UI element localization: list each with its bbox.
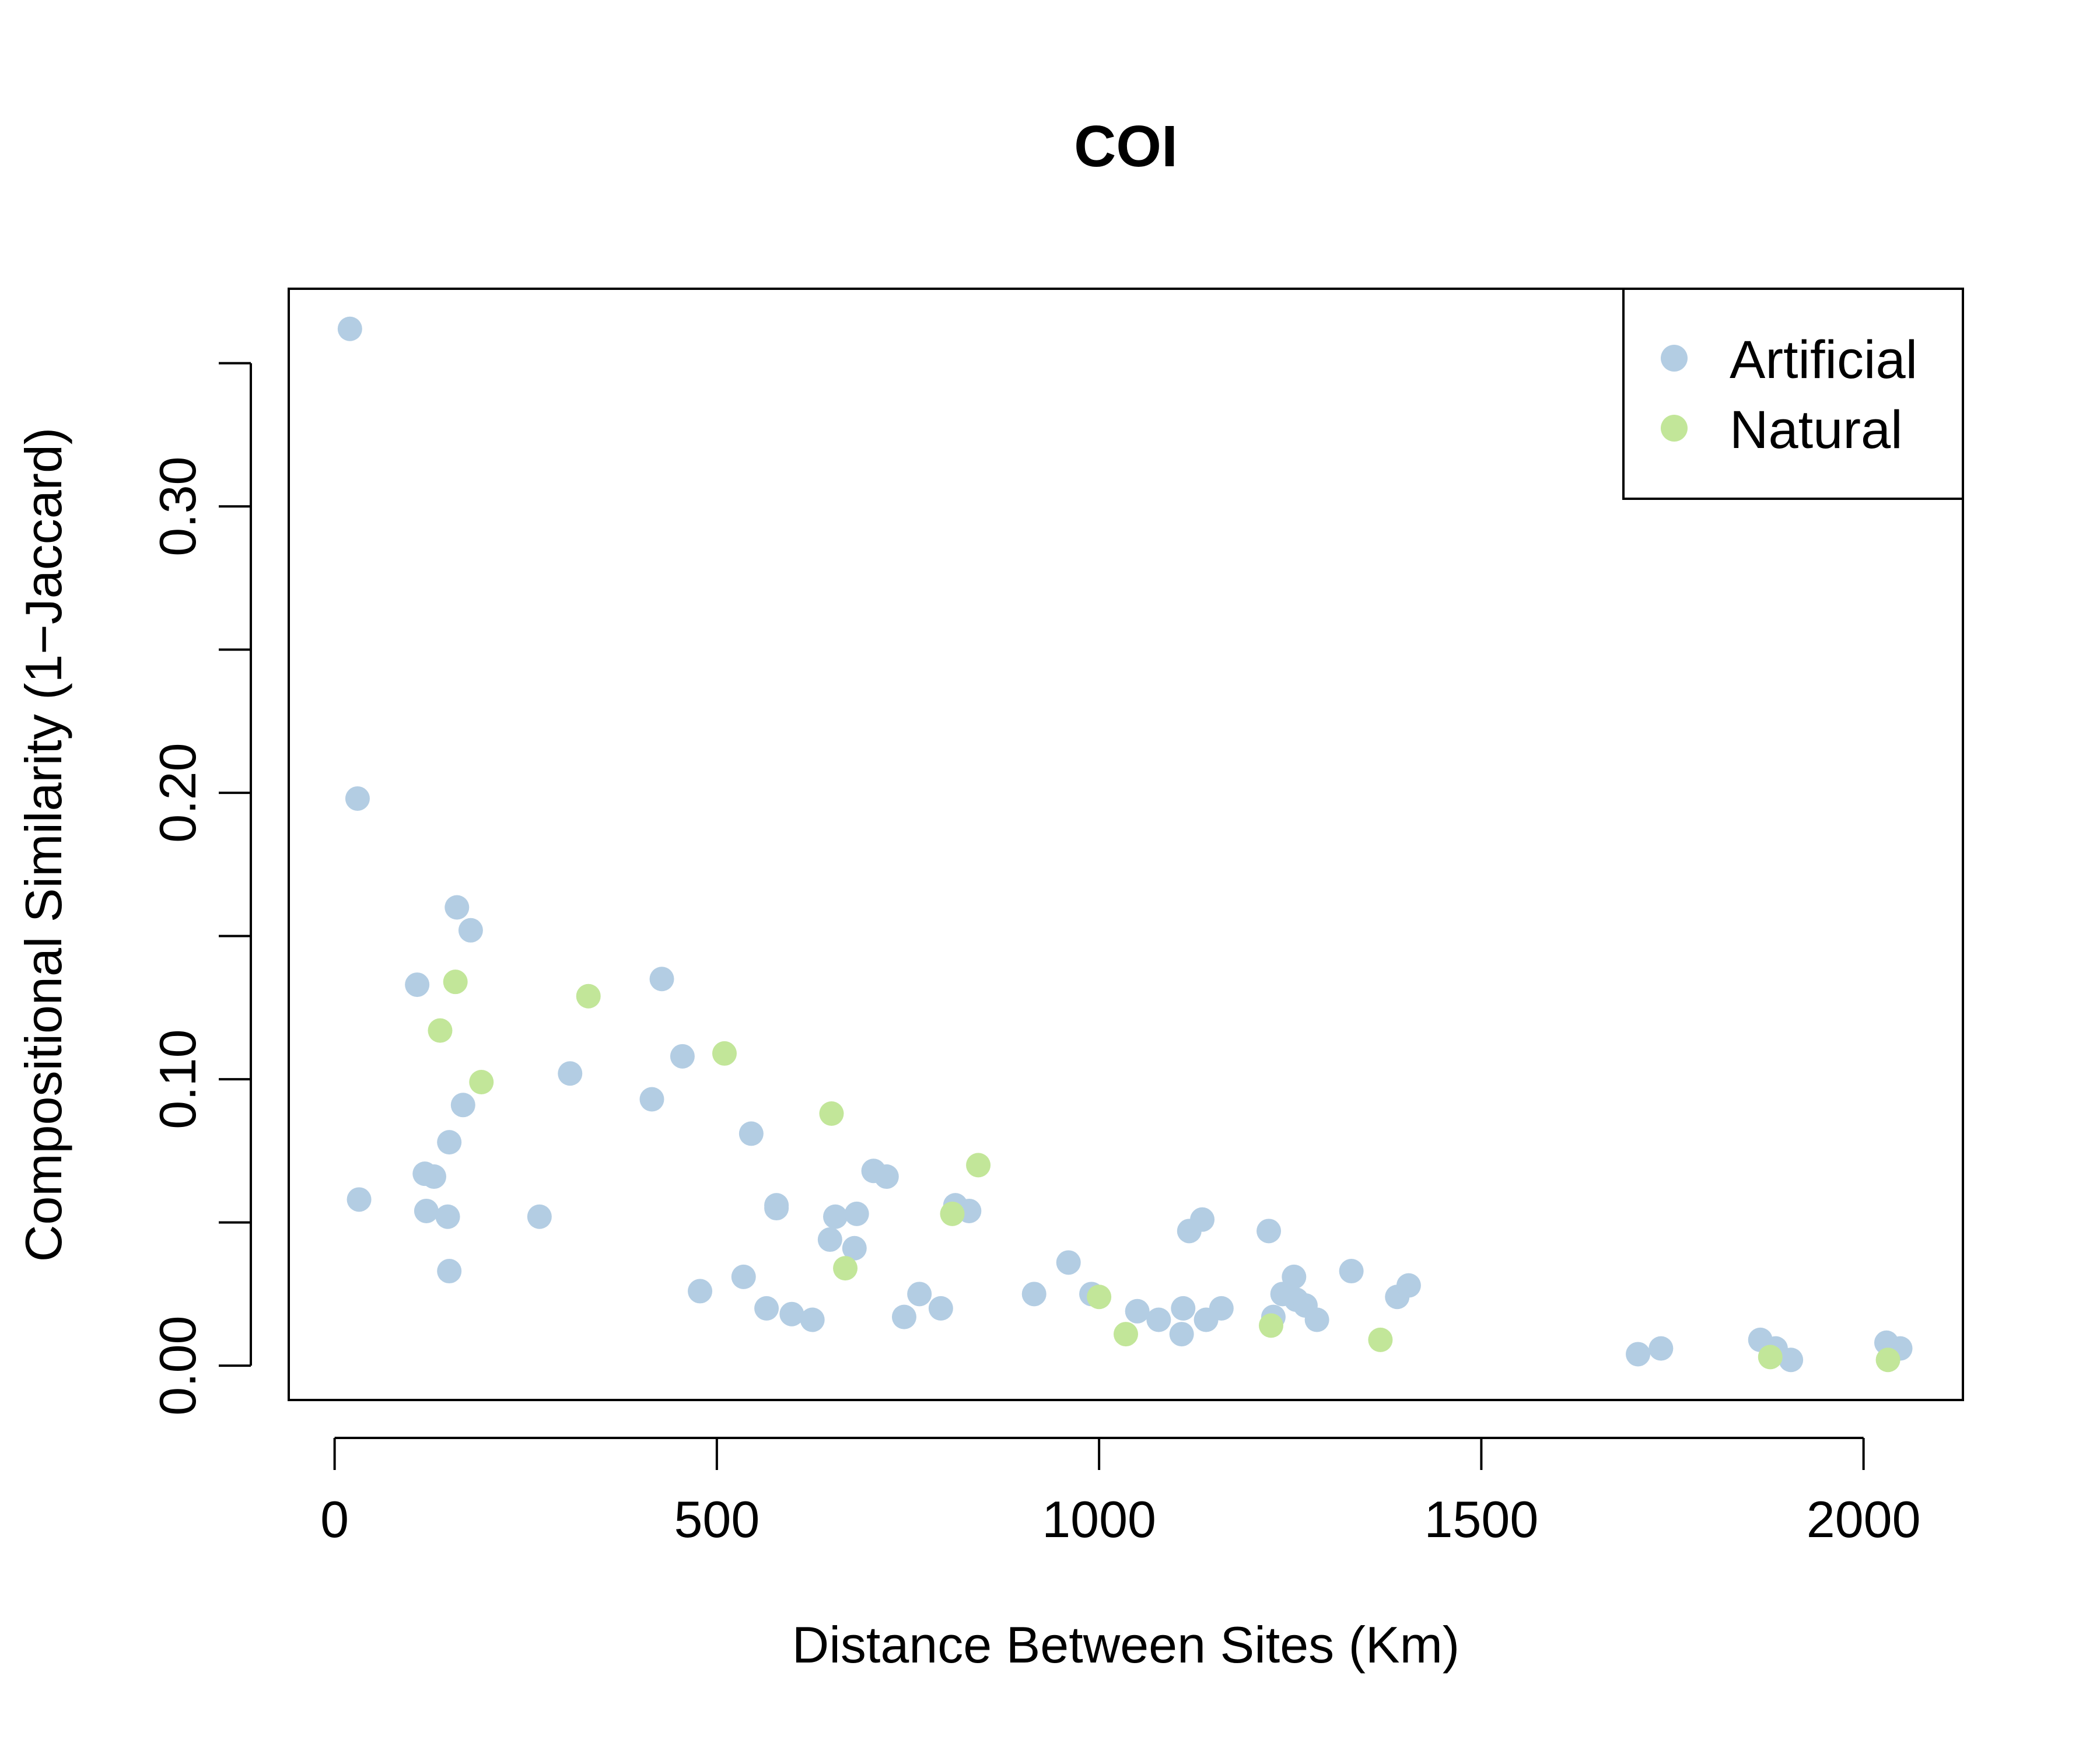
data-point-natural <box>940 1201 965 1226</box>
legend: Artificial Natural <box>1622 288 1964 500</box>
data-point-artificial <box>1169 1322 1194 1347</box>
data-point-artificial <box>1209 1296 1234 1321</box>
data-point-artificial <box>823 1204 848 1229</box>
data-point-artificial <box>738 1121 764 1146</box>
data-point-artificial <box>405 972 430 998</box>
data-point-artificial <box>639 1087 664 1112</box>
data-point-artificial <box>779 1301 804 1326</box>
data-point-artificial <box>1626 1342 1651 1367</box>
x-tick-label: 500 <box>674 1490 760 1548</box>
data-points <box>337 316 1913 1373</box>
data-point-artificial <box>558 1061 583 1086</box>
data-point-artificial <box>1256 1219 1282 1244</box>
y-axis: 0.00 0.10 0.20 0.30 <box>149 362 252 1416</box>
data-point-artificial <box>844 1201 869 1226</box>
data-point-natural <box>833 1256 858 1281</box>
y-tick-label: 0.30 <box>149 457 206 556</box>
data-point-natural <box>443 970 468 995</box>
data-point-artificial <box>649 967 674 992</box>
data-point-artificial <box>1190 1207 1215 1232</box>
data-point-natural <box>966 1153 991 1178</box>
data-point-artificial <box>1396 1273 1421 1298</box>
data-point-natural <box>1087 1284 1112 1310</box>
data-point-artificial <box>670 1044 695 1069</box>
data-point-artificial <box>874 1164 899 1189</box>
data-point-artificial <box>754 1296 779 1321</box>
y-tick-label: 0.00 <box>149 1315 206 1415</box>
data-point-natural <box>576 984 601 1009</box>
data-point-artificial <box>928 1296 953 1321</box>
data-point-artificial <box>450 1093 475 1118</box>
data-point-artificial <box>891 1304 916 1329</box>
data-point-artificial <box>421 1164 446 1189</box>
legend-box <box>1622 288 1964 500</box>
legend-marker-artificial <box>1661 345 1688 372</box>
data-point-natural <box>1114 1322 1138 1347</box>
x-axis: 0 500 1000 1500 2000 <box>320 1437 1921 1548</box>
data-point-artificial <box>1021 1282 1046 1307</box>
data-point-artificial <box>458 918 483 943</box>
x-tick-label: 2000 <box>1807 1490 1921 1548</box>
data-point-artificial <box>345 786 370 811</box>
x-tick-label: 1500 <box>1424 1490 1539 1548</box>
data-point-natural <box>1758 1345 1783 1370</box>
data-point-natural <box>469 1070 494 1095</box>
x-tick-label: 0 <box>320 1490 349 1548</box>
data-point-artificial <box>444 895 470 920</box>
data-point-natural <box>428 1018 453 1043</box>
legend-label-natural: Natural <box>1730 400 1903 460</box>
data-point-artificial <box>688 1279 713 1304</box>
data-point-artificial <box>437 1259 462 1284</box>
data-point-artificial <box>1339 1259 1364 1284</box>
data-point-artificial <box>731 1264 756 1289</box>
chart-title: COI <box>1074 114 1178 179</box>
y-axis-label: Compositional Similarity (1−Jaccard) <box>15 428 72 1262</box>
data-point-natural <box>819 1101 844 1126</box>
y-tick-label: 0.20 <box>149 743 206 842</box>
data-point-artificial <box>1779 1348 1804 1373</box>
data-point-natural <box>1875 1348 1901 1373</box>
y-tick-label: 0.10 <box>149 1029 206 1129</box>
data-point-artificial <box>764 1196 789 1221</box>
x-tick-label: 1000 <box>1042 1490 1156 1548</box>
data-point-artificial <box>414 1198 439 1223</box>
data-point-artificial <box>337 316 362 341</box>
data-point-natural <box>712 1041 737 1066</box>
data-point-artificial <box>817 1227 842 1252</box>
data-point-artificial <box>1304 1307 1329 1332</box>
x-axis-label: Distance Between Sites (Km) <box>792 1616 1460 1674</box>
data-point-artificial <box>435 1204 460 1229</box>
data-point-artificial <box>1171 1296 1196 1321</box>
data-point-artificial <box>1056 1250 1081 1275</box>
data-point-artificial <box>1146 1307 1171 1332</box>
data-point-artificial <box>437 1130 462 1155</box>
data-point-artificial <box>1648 1336 1674 1361</box>
data-point-artificial <box>1282 1264 1307 1289</box>
data-point-artificial <box>907 1282 932 1307</box>
data-point-artificial <box>1125 1298 1150 1324</box>
legend-marker-natural <box>1661 415 1688 442</box>
data-point-artificial <box>527 1204 552 1229</box>
plot-frame <box>288 288 1964 1401</box>
data-point-artificial <box>842 1236 867 1261</box>
data-point-artificial <box>346 1187 372 1212</box>
legend-label-artificial: Artificial <box>1730 330 1917 390</box>
data-point-natural <box>1368 1327 1393 1352</box>
data-point-natural <box>1258 1313 1283 1338</box>
data-point-artificial <box>800 1307 825 1332</box>
